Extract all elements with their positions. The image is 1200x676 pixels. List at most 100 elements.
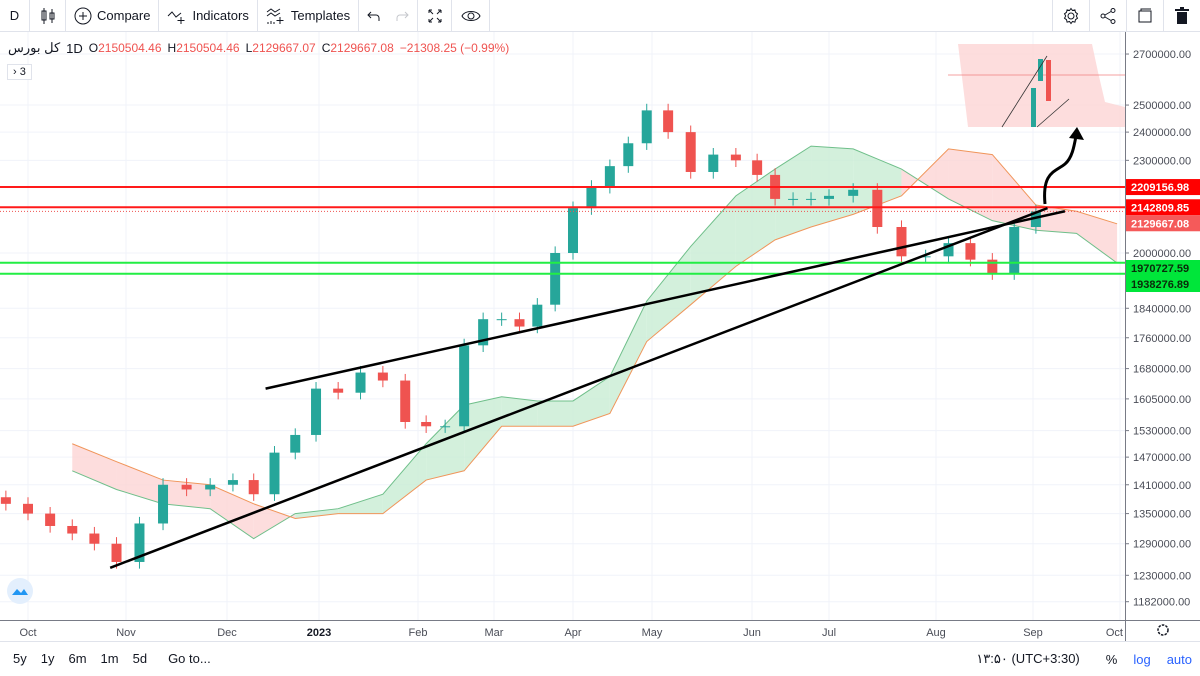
candle-body	[355, 372, 366, 393]
candle	[623, 136, 634, 173]
candle-body	[290, 434, 301, 453]
snapshot-button[interactable]	[1126, 0, 1163, 32]
candle	[920, 249, 931, 263]
delete-button[interactable]	[1163, 0, 1200, 32]
candle	[604, 159, 615, 194]
trend-line	[109, 206, 1048, 569]
candle	[586, 180, 597, 215]
price-label-badge	[1126, 276, 1200, 292]
candle	[45, 506, 56, 533]
ichimoku-cloud-segment	[210, 484, 254, 539]
candle-body	[134, 523, 145, 562]
templates-icon	[266, 7, 284, 24]
auto-toggle[interactable]: auto	[1166, 651, 1192, 667]
candle-body	[478, 319, 489, 346]
indicators-collapse-button[interactable]: › 3	[7, 64, 32, 80]
visibility-button[interactable]	[452, 0, 491, 32]
open-value: O2150504.46	[88, 41, 162, 55]
ichimoku-cloud-segment	[735, 169, 776, 267]
price-tick-label: 1760000.00	[1133, 333, 1191, 345]
ichimoku-cloud-segment	[295, 508, 339, 519]
chart-type-button[interactable]	[30, 0, 66, 32]
indicators-label: Indicators	[192, 8, 249, 23]
ichimoku-cloud-segment	[537, 400, 573, 427]
share-button[interactable]	[1089, 0, 1126, 32]
share-icon	[1100, 8, 1116, 24]
settings-button[interactable]	[1052, 0, 1089, 32]
candle	[269, 446, 280, 501]
timezone-button[interactable]: ۱۳:۵۰ (UTC+3:30)	[976, 651, 1080, 666]
legend-interval: 1D	[66, 40, 83, 56]
range-5d[interactable]: 5d	[132, 651, 148, 666]
ichimoku-cloud-segment	[116, 461, 164, 504]
price-tick-label: 1680000.00	[1133, 364, 1191, 376]
compare-label: Compare	[97, 8, 151, 23]
candle	[896, 220, 907, 263]
price-tick-label: 2700000.00	[1133, 49, 1191, 61]
snapshot-icon	[1138, 8, 1152, 23]
undo-icon[interactable]	[367, 9, 381, 23]
range-5y[interactable]: 5y	[13, 651, 27, 666]
time-tick-label: Oct	[1106, 627, 1123, 639]
ichimoku-cloud-segment	[72, 443, 117, 490]
log-toggle[interactable]: log	[1133, 651, 1151, 667]
price-tick-label: 1530000.00	[1133, 426, 1191, 438]
trend-line	[265, 210, 1066, 390]
price-label-badge	[1126, 179, 1200, 196]
candle-body	[440, 426, 451, 428]
candle	[400, 373, 411, 429]
candle	[708, 148, 719, 179]
templates-label: Templates	[290, 8, 351, 23]
candle	[248, 473, 259, 501]
candle	[987, 253, 998, 280]
compare-button[interactable]: Compare	[66, 0, 160, 32]
candle-body	[824, 195, 834, 199]
price-chart[interactable]: 2700000.00 2500000.00 2400000.00 2300000.00…	[0, 32, 1200, 641]
candle	[965, 236, 976, 267]
symbol-name[interactable]: کل بورس	[8, 40, 61, 55]
indicators-button[interactable]: Indicators	[159, 0, 258, 32]
candles-icon	[41, 7, 54, 24]
ichimoku-cloud-segment	[609, 301, 647, 414]
axis-settings-icon[interactable]	[1157, 624, 1169, 636]
price-tick-label: 2000000.00	[1133, 248, 1191, 260]
candle	[377, 365, 388, 388]
percent-toggle[interactable]: %	[1105, 651, 1118, 667]
range-1m[interactable]: 1m	[100, 651, 119, 666]
ichimoku-cloud-segment	[253, 503, 296, 539]
interval-button[interactable]: D	[0, 0, 30, 32]
fullscreen-button[interactable]	[418, 0, 453, 32]
candle	[67, 519, 78, 541]
projection-candle	[1031, 88, 1036, 127]
candle-body	[641, 110, 652, 144]
projection-candle	[1046, 60, 1051, 101]
candle-body	[1030, 211, 1041, 227]
candle-body	[788, 198, 799, 200]
candle	[311, 382, 322, 442]
time-tick-label: Jul	[822, 627, 836, 639]
ichimoku-cloud-segment	[1035, 205, 1077, 234]
price-tick-label: 1840000.00	[1133, 303, 1191, 315]
candle-body	[604, 166, 615, 187]
candle-body	[111, 543, 122, 562]
templates-button[interactable]: Templates	[258, 0, 360, 32]
tradingview-logo[interactable]	[7, 578, 33, 604]
price-tick-label: 1605000.00	[1133, 394, 1191, 406]
candle	[355, 365, 366, 400]
price-tick-label: 1410000.00	[1133, 480, 1191, 492]
candle-body	[0, 497, 11, 504]
candle-body	[459, 345, 470, 427]
range-1y[interactable]: 1y	[40, 651, 55, 666]
candle-body	[896, 226, 907, 257]
candle	[568, 201, 578, 260]
candle	[824, 189, 834, 206]
candle	[1030, 204, 1041, 234]
go-to-button[interactable]: Go to...	[168, 651, 211, 666]
candle-body	[685, 132, 696, 172]
candle-body	[730, 154, 741, 161]
price-tick-label: 1290000.00	[1133, 539, 1191, 551]
range-6m[interactable]: 6m	[68, 651, 87, 666]
candle	[227, 473, 238, 492]
redo-icon[interactable]	[395, 9, 409, 23]
candle	[550, 246, 561, 312]
